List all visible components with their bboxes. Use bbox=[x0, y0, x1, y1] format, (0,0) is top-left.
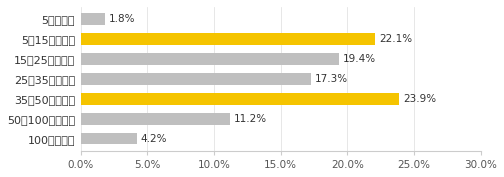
Bar bbox=[81, 13, 105, 25]
Bar bbox=[81, 33, 375, 45]
Bar bbox=[81, 53, 339, 65]
Bar bbox=[81, 73, 311, 85]
Text: 19.4%: 19.4% bbox=[343, 54, 376, 64]
Bar bbox=[81, 113, 230, 125]
Text: 22.1%: 22.1% bbox=[380, 34, 412, 44]
Bar bbox=[81, 93, 399, 105]
Text: 1.8%: 1.8% bbox=[109, 15, 135, 24]
Text: 11.2%: 11.2% bbox=[234, 114, 267, 124]
Bar bbox=[81, 133, 137, 144]
Text: 17.3%: 17.3% bbox=[316, 74, 348, 84]
Text: 23.9%: 23.9% bbox=[403, 94, 436, 104]
Text: 4.2%: 4.2% bbox=[141, 133, 167, 144]
